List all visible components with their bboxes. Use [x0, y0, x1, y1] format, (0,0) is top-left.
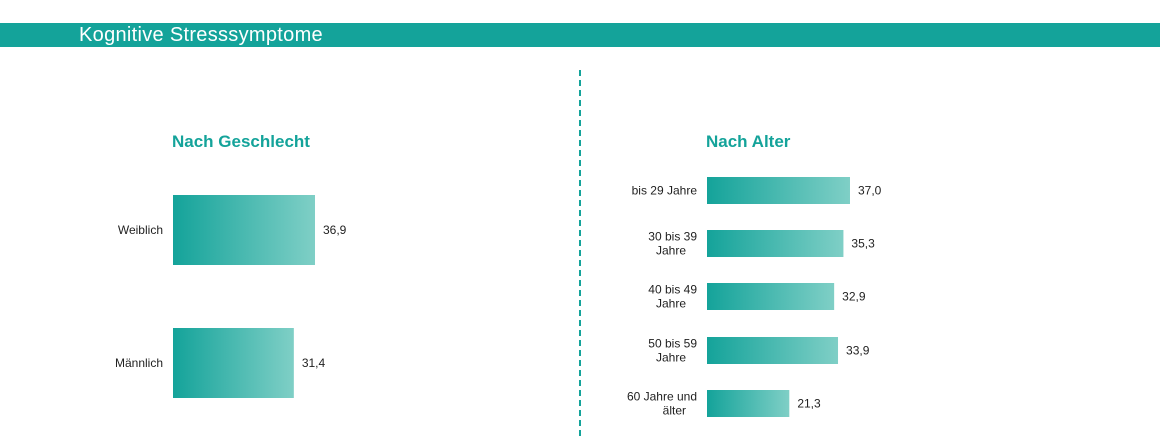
chart-title-age: Nach Alter: [706, 132, 791, 151]
category-label-gender-1: Männlich: [115, 356, 163, 370]
bar-gender-1: [173, 328, 294, 398]
category-label-line: älter: [663, 404, 686, 418]
value-label-age-4: 21,3: [797, 397, 821, 411]
chart-gender: 36,9 Weiblich 31,4 Männlich: [115, 195, 347, 398]
bar-age-0: [707, 177, 850, 204]
category-label-age-2: 40 bis 49 Jahre: [648, 283, 697, 311]
page-title: Kognitive Stresssymptome: [79, 24, 323, 46]
header-bar: Kognitive Stresssymptome: [0, 23, 1160, 47]
value-label-age-1: 35,3: [851, 237, 875, 251]
chart-title-gender: Nach Geschlecht: [172, 132, 310, 151]
category-label-age-4: 60 Jahre und älter: [627, 390, 697, 418]
value-label-age-2: 32,9: [842, 290, 866, 304]
category-label-line: 40 bis 49: [648, 283, 697, 297]
bar-age-3: [707, 337, 839, 364]
category-label-gender-0: Weiblich: [118, 223, 163, 237]
category-label-age-3: 50 bis 59 Jahre: [648, 337, 697, 365]
value-label-age-0: 37,0: [858, 184, 882, 198]
value-label-age-3: 33,9: [846, 344, 870, 358]
bar-age-1: [707, 230, 844, 257]
category-label-line: Jahre: [656, 244, 686, 258]
chart-divider: [579, 70, 581, 436]
category-label-age-0: bis 29 Jahre: [632, 184, 698, 198]
category-label-line: Jahre: [656, 351, 686, 365]
category-label-line: 60 Jahre und: [627, 390, 697, 404]
bar-gender-0: [173, 195, 315, 265]
value-label-gender-1: 31,4: [302, 356, 326, 370]
bar-age-2: [707, 283, 835, 310]
category-label-age-1: 30 bis 39 Jahre: [648, 230, 697, 258]
category-label-line: Jahre: [656, 297, 686, 311]
category-label-line: 30 bis 39: [648, 230, 697, 244]
category-label-line: 50 bis 59: [648, 337, 697, 351]
bar-age-4: [707, 390, 790, 417]
value-label-gender-0: 36,9: [323, 223, 347, 237]
